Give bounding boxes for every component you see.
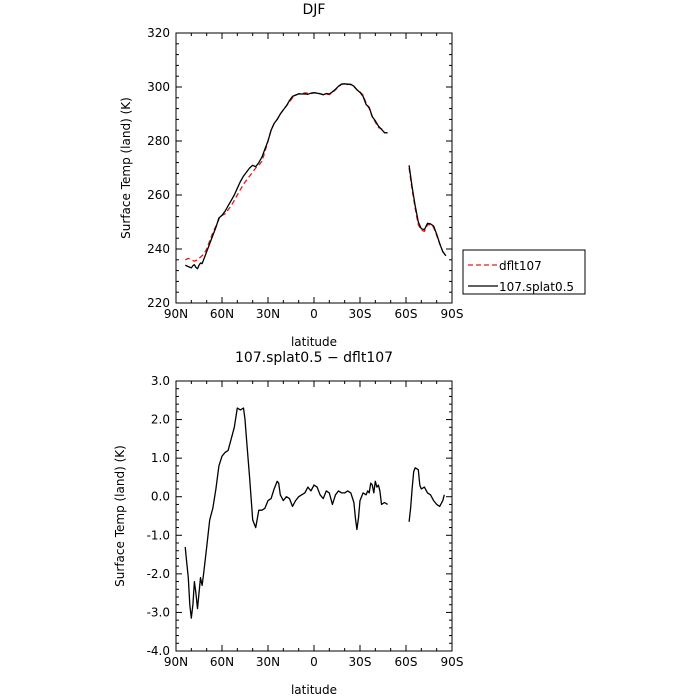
- x-tick-label: 30S: [349, 655, 372, 669]
- series-line-1-segment-1: [408, 165, 447, 257]
- chart-title: 107.splat0.5 − dflt107: [235, 350, 393, 366]
- x-tick-label: 30S: [349, 307, 372, 321]
- legend-box: [462, 249, 586, 295]
- y-tick-label: -2.0: [147, 567, 170, 581]
- x-tick-label: 60S: [395, 655, 418, 669]
- y-tick-label: 3.0: [151, 374, 170, 388]
- legend: dflt107 107.splat0.5: [462, 249, 586, 295]
- series-line-0-segment-0: [184, 407, 388, 619]
- panel-djf: DJF 90N 60N 30N 0 30S 60S 90S 220 240 260 280 300 32…: [119, 2, 586, 349]
- y-tick-label: 0.0: [151, 490, 170, 504]
- series-line-0-segment-0: [184, 83, 388, 262]
- legend-label-dflt107: dflt107: [499, 259, 542, 273]
- series-line-1-segment-0: [184, 83, 388, 270]
- x-axis-label: latitude: [291, 335, 337, 349]
- x-tick-label: 90N: [164, 655, 188, 669]
- chart-title: DJF: [303, 2, 326, 18]
- x-tick-label: 60N: [210, 655, 234, 669]
- x-tick-label: 30N: [256, 655, 280, 669]
- x-axis-label: latitude: [291, 683, 337, 697]
- y-tick-label: -3.0: [147, 605, 170, 619]
- panel-difference: 107.splat0.5 − dflt107 90N 60N 30N 0 30S 60S 9…: [113, 350, 463, 697]
- y-axis-label: Surface Temp (land) (K): [119, 97, 133, 239]
- legend-label-splat: 107.splat0.5: [499, 280, 574, 294]
- x-tick-label: 90S: [441, 655, 464, 669]
- y-axis-label: Surface Temp (land) (K): [113, 445, 127, 587]
- y-tick-label: 240: [147, 242, 170, 256]
- y-tick-label: 1.0: [151, 451, 170, 465]
- x-tick-label: 30N: [256, 307, 280, 321]
- y-tick-label: 320: [147, 26, 170, 40]
- y-tick-label: 300: [147, 80, 170, 94]
- plot-frame: [175, 32, 453, 304]
- series-line-0-segment-1: [408, 467, 445, 522]
- x-tick-label: 0: [310, 655, 318, 669]
- y-tick-label: 2.0: [151, 413, 170, 427]
- x-tick-label: 0: [310, 307, 318, 321]
- y-tick-label: 260: [147, 188, 170, 202]
- y-tick-label: -4.0: [147, 644, 170, 658]
- x-tick-label: 90N: [164, 307, 188, 321]
- x-tick-label: 60S: [395, 307, 418, 321]
- y-tick-label: -1.0: [147, 528, 170, 542]
- y-tick-label: 220: [147, 296, 170, 310]
- y-tick-label: 280: [147, 134, 170, 148]
- x-tick-label: 90S: [441, 307, 464, 321]
- series-line-0-segment-1: [408, 167, 447, 255]
- plot-frame: [175, 380, 453, 652]
- x-tick-label: 60N: [210, 307, 234, 321]
